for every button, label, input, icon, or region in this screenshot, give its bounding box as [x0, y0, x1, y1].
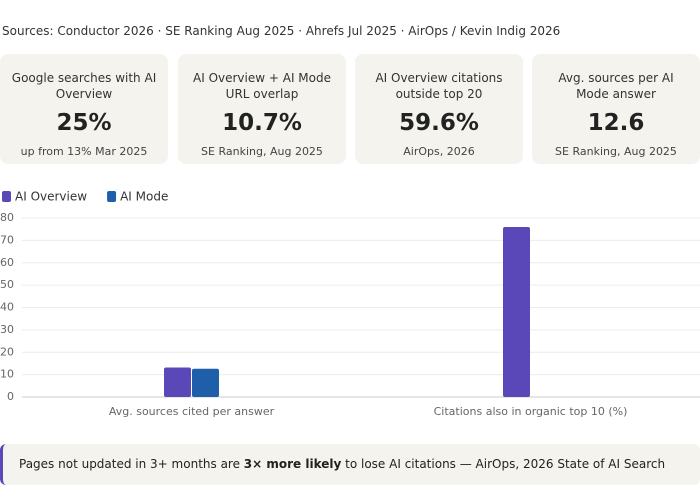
legend-label: AI Overview [15, 190, 87, 204]
x-tick-label: Avg. sources cited per answer [109, 405, 275, 418]
card-note: AirOps, 2026 [403, 145, 475, 158]
stat-card: AI Overview + AI Mode URL overlap 10.7% SE… [178, 54, 346, 164]
y-tick-label: 0 [7, 390, 14, 403]
bar [503, 226, 530, 397]
card-note: SE Ranking, Aug 2025 [201, 145, 323, 158]
y-tick-label: 80 [0, 211, 14, 224]
stat-card: Avg. sources per AI Mode answer 12.6 SE Ra… [532, 54, 700, 164]
card-value: 59.6% [399, 110, 479, 136]
y-tick-label: 20 [0, 345, 14, 358]
callout-bold: 3× more likely [243, 457, 342, 471]
card-label: AI Overview citations outside top 20 [375, 71, 503, 101]
y-tick-label: 40 [0, 301, 14, 314]
y-tick-label: 30 [0, 323, 14, 336]
callout-text: to lose AI citations — AirOps, 2026 Stat… [341, 457, 666, 471]
x-tick-label: Citations also in organic top 10 (%) [434, 405, 628, 418]
bar [164, 367, 191, 397]
card-note: up from 13% Mar 2025 [20, 145, 148, 158]
card-value: 25% [56, 110, 112, 136]
callout-text: Pages not updated in 3+ months are [19, 457, 244, 471]
card-label: Google searches with AI Overview [11, 71, 157, 101]
card-value: 10.7% [222, 110, 302, 136]
legend-swatch [107, 191, 117, 202]
y-tick-label: 10 [0, 368, 14, 381]
legend-swatch [2, 191, 11, 202]
stat-card: AI Overview citations outside top 20 59.6… [355, 54, 523, 164]
callout: Pages not updated in 3+ months are 3× mo… [0, 444, 700, 485]
legend-label: AI Mode [120, 190, 168, 204]
bar [192, 368, 219, 397]
y-tick-label: 70 [0, 233, 14, 246]
card-note: SE Ranking, Aug 2025 [555, 145, 677, 158]
sources: Sources: Conductor 2026 · SE Ranking Aug… [2, 24, 561, 38]
y-tick-label: 50 [0, 278, 14, 291]
card-value: 12.6 [587, 110, 645, 136]
y-tick-label: 60 [0, 256, 14, 269]
card-label: AI Overview + AI Mode URL overlap [193, 71, 331, 101]
card-label: Avg. sources per AI Mode answer [558, 71, 674, 101]
stat-card: Google searches with AI Overview 25% up fr… [0, 54, 168, 164]
